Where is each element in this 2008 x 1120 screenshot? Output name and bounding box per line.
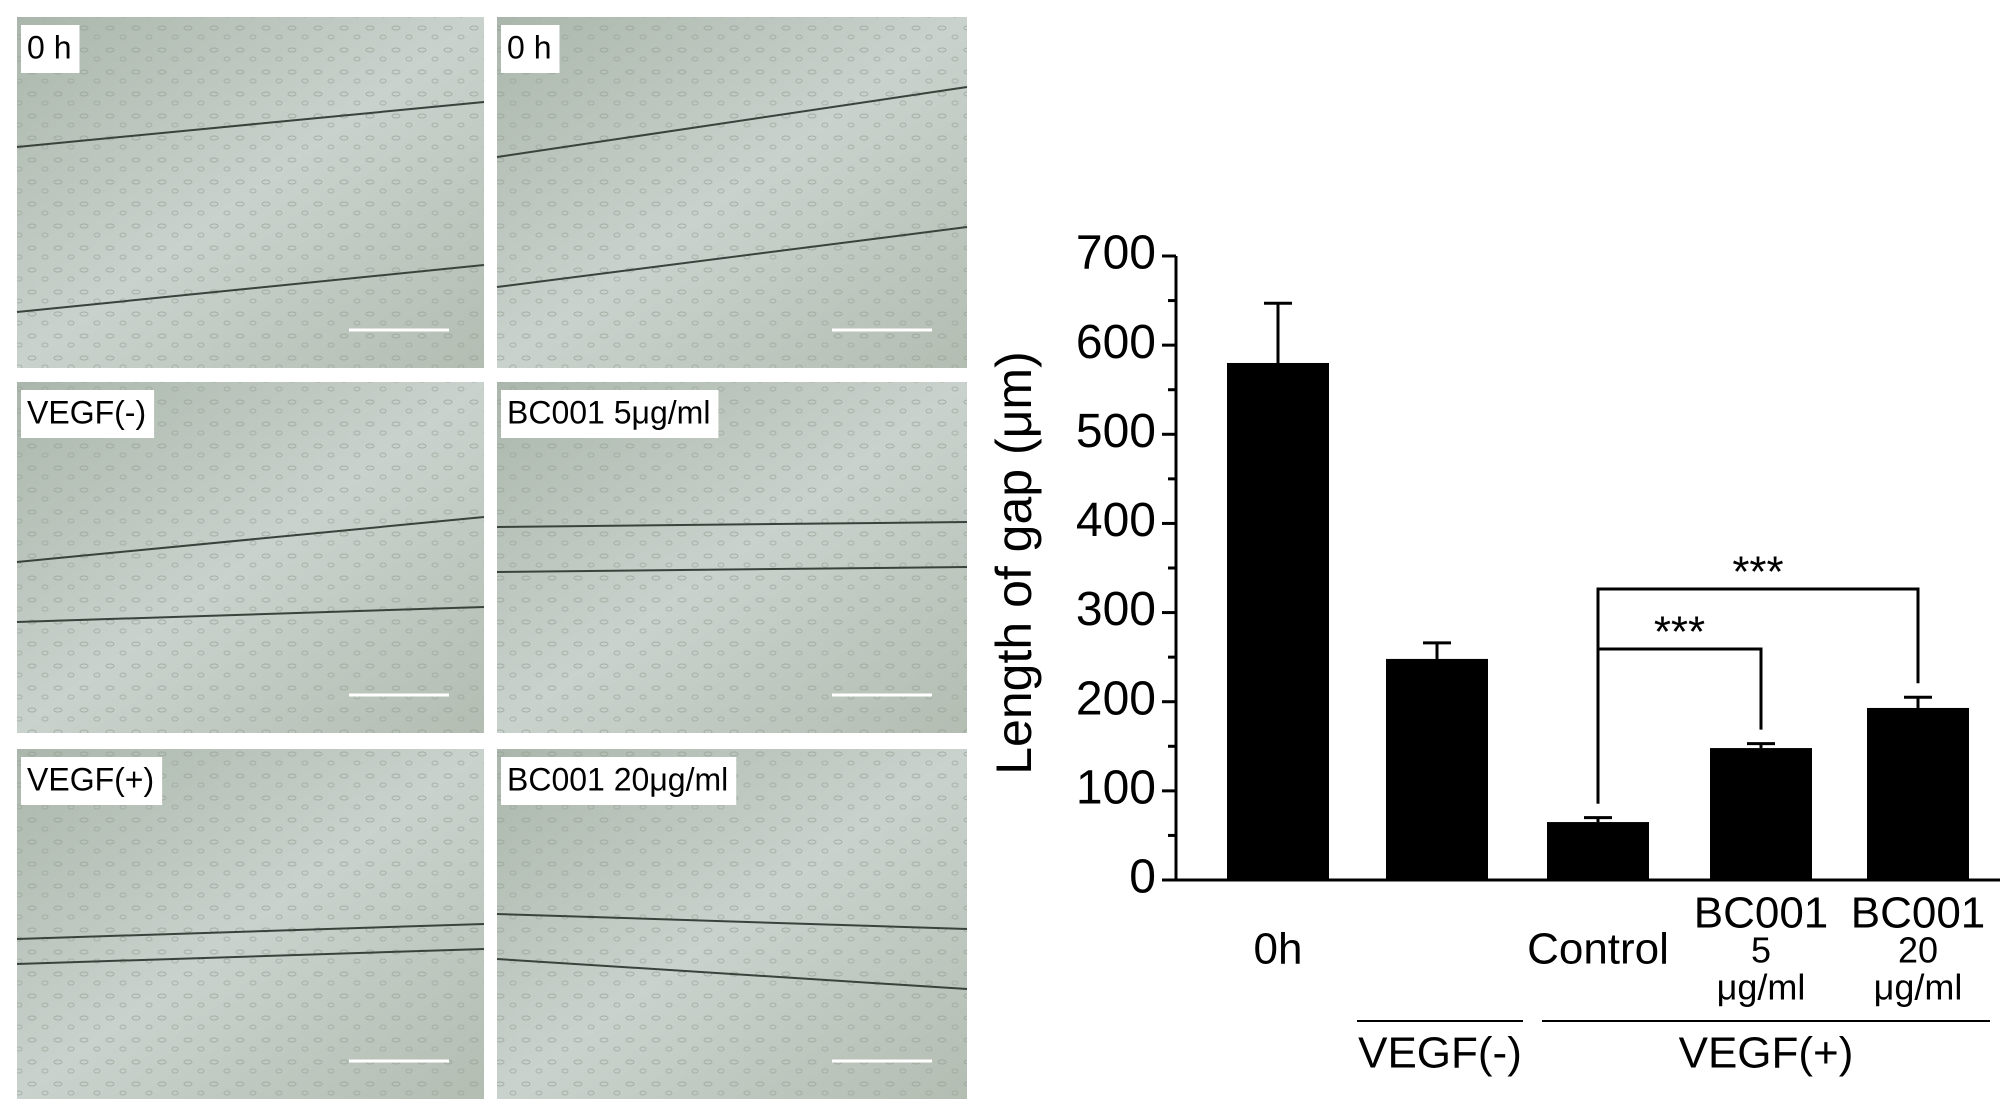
- micrograph: VEGF(-): [16, 382, 485, 733]
- scratch-edge: [496, 521, 968, 528]
- scratch-edge: [16, 606, 485, 623]
- panel-label-box: [21, 757, 163, 805]
- x-tick-label: BC001: [1851, 889, 1986, 938]
- cell-texture: [497, 749, 967, 1099]
- micrograph-panels: 0 h 0 h VEGF(-) BC001 5μg/ml VEGF(+) BC001 20…: [16, 17, 968, 1099]
- cell-texture: [497, 382, 967, 733]
- cell-texture: [497, 17, 967, 368]
- y-tick-label: 400: [1076, 494, 1156, 547]
- panel-label: VEGF(-): [27, 394, 146, 430]
- y-tick-label: 100: [1076, 762, 1156, 815]
- scratch-edge: [496, 226, 968, 288]
- panel-label-box: [21, 390, 155, 438]
- panel-label: BC001 5μg/ml: [507, 394, 710, 430]
- significance-label: ***: [1654, 608, 1705, 657]
- panel-label: VEGF(+): [27, 761, 154, 797]
- x-tick-label: Control: [1527, 925, 1669, 974]
- x-tick-label: 20: [1898, 930, 1938, 971]
- micrograph: BC001 20μg/ml: [496, 749, 968, 1099]
- scratch-edge: [496, 86, 968, 158]
- x-tick-label: μg/ml: [1874, 967, 1963, 1008]
- bar: [1710, 748, 1812, 880]
- micrograph: 0 h: [496, 17, 968, 368]
- bar: [1227, 362, 1329, 880]
- y-tick-label: 300: [1076, 583, 1156, 636]
- panel-label: 0 h: [507, 29, 551, 65]
- y-tick-label: 500: [1076, 405, 1156, 458]
- cell-texture: [17, 17, 484, 368]
- y-axis-label: Length of gap (μm): [986, 351, 1042, 775]
- micrograph: BC001 5μg/ml: [496, 382, 968, 733]
- scratch-edge: [16, 264, 485, 313]
- scratch-edge: [16, 101, 485, 148]
- cell-texture: [17, 749, 484, 1099]
- bar: [1547, 822, 1649, 880]
- bar-chart: 0 100 200 300 400 500 600 700 Length of gap (μm)…: [986, 227, 2000, 1078]
- panel-label-box: [501, 390, 719, 438]
- scratch-edge: [496, 913, 968, 930]
- panel-label: 0 h: [27, 29, 71, 65]
- y-tick-label: 0: [1129, 851, 1156, 904]
- significance-bracket: [1596, 587, 1920, 804]
- x-tick-label: μg/ml: [1717, 967, 1806, 1008]
- bar: [1867, 707, 1969, 880]
- panel-label-box: [501, 25, 560, 73]
- micrograph: 0 h: [16, 17, 485, 368]
- panel-label-box: [21, 25, 80, 73]
- significance-label: ***: [1732, 548, 1783, 597]
- scratch-edge: [496, 958, 968, 990]
- x-tick-label: BC001: [1694, 889, 1829, 938]
- y-tick-label: 700: [1076, 227, 1156, 280]
- x-tick-label: 0h: [1254, 925, 1303, 974]
- cell-texture: [17, 382, 484, 733]
- group-label: VEGF(-): [1358, 1029, 1522, 1078]
- panel-label: BC001 20μg/ml: [507, 761, 728, 797]
- y-tick-label: 200: [1076, 672, 1156, 725]
- panel-label-box: [501, 757, 737, 805]
- scratch-edge: [496, 566, 968, 573]
- scratch-edge: [16, 923, 485, 940]
- bar: [1386, 658, 1488, 880]
- y-tick-label: 600: [1076, 316, 1156, 369]
- group-label: VEGF(+): [1679, 1029, 1854, 1078]
- scratch-edge: [16, 948, 485, 965]
- x-tick-label: 5: [1751, 930, 1771, 971]
- scratch-edge: [16, 516, 485, 563]
- micrograph: VEGF(+): [16, 749, 485, 1099]
